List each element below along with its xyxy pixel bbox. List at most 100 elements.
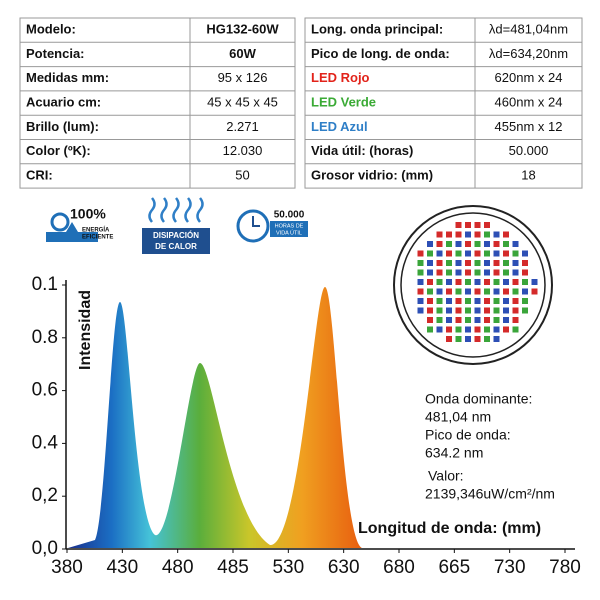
icon-text: DE CALOR — [155, 242, 197, 251]
led — [417, 279, 424, 285]
led — [436, 241, 443, 247]
y-tick-label: 0.1 — [32, 274, 58, 295]
led — [427, 317, 433, 323]
led — [455, 269, 462, 276]
led — [455, 279, 462, 285]
led — [493, 336, 500, 342]
annotation: Valor: — [428, 468, 464, 484]
x-tick-label: 665 — [438, 557, 470, 578]
led — [465, 231, 471, 238]
y-tick-label: 0,2 — [32, 485, 58, 506]
led — [436, 317, 443, 323]
spec-label: Color (ºK): — [26, 143, 91, 158]
spec-value: 460nm x 24 — [495, 94, 563, 109]
led — [455, 298, 462, 304]
led — [512, 288, 519, 295]
led — [493, 279, 500, 285]
led — [455, 326, 462, 333]
spec-label: Vida útil: (horas) — [311, 143, 413, 158]
led — [465, 250, 471, 257]
led-board — [393, 205, 553, 365]
led — [522, 307, 528, 314]
led — [427, 298, 433, 304]
x-tick-label: 380 — [51, 557, 83, 578]
led — [484, 269, 490, 276]
spec-label: Pico de long. de onda: — [311, 46, 450, 61]
spec-value: 50 — [235, 167, 249, 182]
led — [484, 231, 490, 238]
led — [465, 336, 471, 342]
icon-text: EFICIENTE — [82, 235, 113, 241]
led — [465, 222, 471, 228]
led — [493, 288, 500, 295]
led — [417, 298, 424, 304]
led — [522, 288, 528, 295]
spec-label: Acuario cm: — [26, 94, 101, 109]
led — [503, 298, 509, 304]
spec-value: 455nm x 12 — [495, 119, 563, 134]
led — [465, 269, 471, 276]
led — [503, 241, 509, 247]
led — [493, 307, 500, 314]
led — [417, 269, 424, 276]
led — [522, 298, 528, 304]
led — [474, 260, 481, 266]
led — [474, 298, 481, 304]
led — [465, 241, 471, 247]
led — [455, 336, 462, 342]
spec-label: Grosor vidrio: (mm) — [311, 167, 433, 182]
led — [493, 298, 500, 304]
led — [512, 317, 519, 323]
led — [503, 260, 509, 266]
led — [522, 260, 528, 266]
led — [417, 260, 424, 266]
led — [493, 250, 500, 257]
icon-text: DISIPACIÓN — [153, 231, 199, 240]
x-tick-label: 480 — [162, 557, 194, 578]
led — [474, 250, 481, 257]
led — [436, 326, 443, 333]
icon-text: ENERGÍA — [82, 226, 110, 234]
annotation: 2139,346uW/cm²/nm — [425, 486, 555, 502]
led — [455, 241, 462, 247]
led — [436, 288, 443, 295]
led — [484, 307, 490, 314]
led — [484, 279, 490, 285]
led — [484, 288, 490, 295]
led — [436, 260, 443, 266]
led — [512, 241, 519, 247]
led — [474, 307, 481, 314]
led — [427, 288, 433, 295]
led — [474, 336, 481, 342]
spec-value: λd=481,04nm — [489, 22, 568, 37]
led — [455, 307, 462, 314]
y-tick-label: 0,0 — [32, 538, 58, 559]
spec-label: LED Azul — [311, 119, 368, 134]
spec-label: Potencia: — [26, 46, 85, 61]
spec-value: HG132-60W — [206, 22, 279, 37]
led — [465, 288, 471, 295]
led — [446, 241, 452, 247]
spectrum-curve — [68, 287, 362, 548]
led — [455, 222, 462, 228]
led — [503, 307, 509, 314]
led — [446, 326, 452, 333]
led — [427, 250, 433, 257]
led — [436, 307, 443, 314]
led — [417, 288, 424, 295]
led — [436, 269, 443, 276]
led — [484, 298, 490, 304]
spec-value: 18 — [521, 167, 535, 182]
led — [474, 241, 481, 247]
led — [503, 288, 509, 295]
led — [427, 279, 433, 285]
spec-value: 2.271 — [226, 119, 259, 134]
led — [493, 241, 500, 247]
led — [474, 288, 481, 295]
spec-label: Long. onda principal: — [311, 22, 443, 37]
led — [484, 336, 490, 342]
x-tick-label: 730 — [494, 557, 526, 578]
spec-value: 50.000 — [509, 143, 549, 158]
led — [493, 269, 500, 276]
spec-value: λd=634,20nm — [489, 46, 568, 61]
